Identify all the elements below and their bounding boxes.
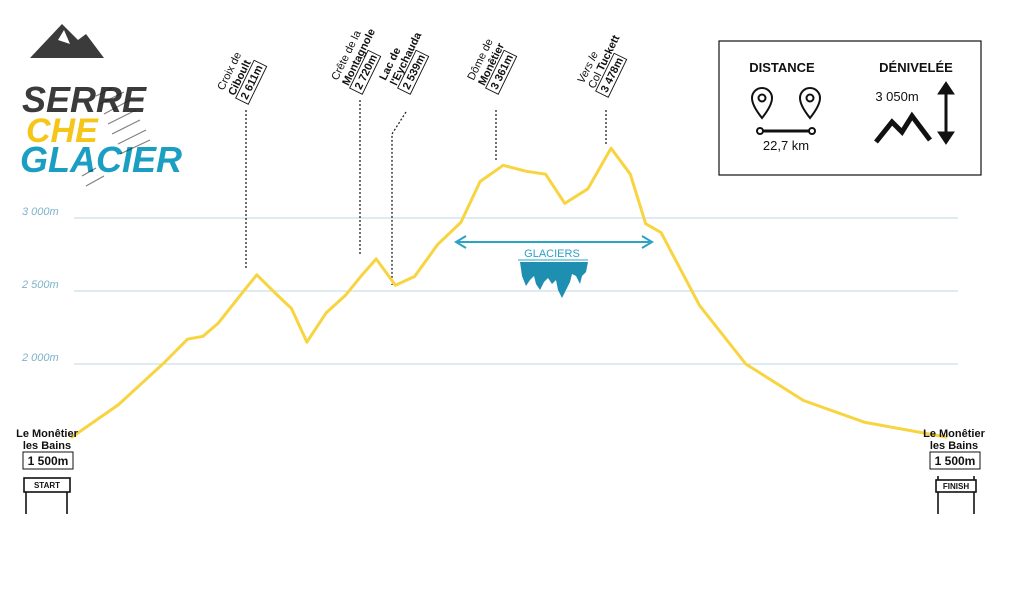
start-sign-icon (23, 477, 71, 514)
mountains-icon (874, 111, 932, 144)
finish-marker: Le Monêtier les Bains 1 500m FINISH (923, 428, 986, 514)
glaciers-marker: GLACIERS (454, 235, 654, 298)
stats-box: DISTANCE 22,7 km DÉNIVELÉE 3 050m (718, 40, 982, 176)
elevation-profile-line (70, 146, 948, 439)
arrow-left-icon (454, 235, 467, 249)
finish-name-line1: Le Monêtier (923, 428, 985, 440)
y-tick-label: 2 000m (21, 352, 59, 364)
poi-elevation-box (485, 49, 518, 95)
start-elevation-box (22, 451, 74, 470)
arrow-right-icon (641, 235, 654, 249)
poi-elevation-box (595, 52, 628, 98)
finish-elevation: 1 500m (935, 454, 976, 468)
start-name-line1: Le Monêtier (16, 428, 78, 440)
start-marker: Le Monêtier les Bains 1 500m START (16, 428, 79, 514)
glaciers-label: GLACIERS (524, 248, 580, 260)
start-elevation: 1 500m (28, 454, 69, 468)
poi-elevation-box (397, 49, 430, 95)
elevation-grid: 3 000m 2 500m 2 000m (21, 206, 958, 365)
start-name-line2: les Bains (23, 440, 71, 452)
logo-glacier: GLACIER (20, 139, 182, 180)
finish-sign-icon (935, 476, 977, 514)
elevation-gain-value: 3 050m (875, 89, 918, 104)
logo-che: CHE (26, 112, 99, 150)
elevation-gain-label: DÉNIVELÉE (879, 60, 953, 75)
up-down-arrow-icon (937, 81, 955, 145)
y-tick-label: 3 000m (22, 206, 59, 218)
glacier-icon (520, 262, 588, 298)
poi-elevation-box (349, 49, 382, 95)
y-tick-label: 2 500m (21, 279, 59, 291)
distance-label: DISTANCE (749, 60, 815, 75)
start-sign-label: START (34, 481, 60, 490)
distance-value: 22,7 km (763, 138, 809, 153)
poi-leader-line (391, 111, 407, 285)
finish-sign-label: FINISH (943, 482, 969, 491)
logo-serre: SERRE (22, 79, 147, 120)
finish-elevation-box (929, 451, 981, 470)
logo-hatching (81, 87, 151, 187)
finish-name-line2: les Bains (930, 440, 978, 452)
logo: SERRE CHE GLACIER (20, 24, 182, 187)
poi-elevation-box (235, 59, 268, 105)
distance-pins-icon (750, 87, 822, 135)
